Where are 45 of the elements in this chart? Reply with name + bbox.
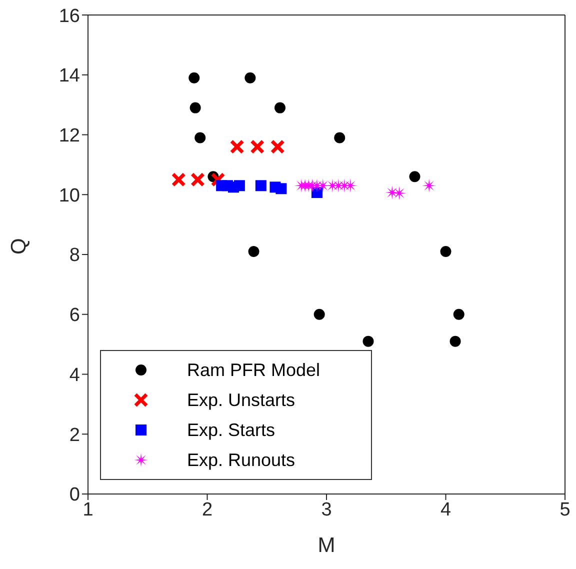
point [314, 308, 325, 320]
legend-label: Exp. Starts [187, 420, 276, 440]
point [409, 171, 420, 182]
point [244, 72, 256, 84]
point [276, 183, 287, 194]
y-tick-label: 6 [69, 305, 80, 326]
point [190, 102, 201, 114]
legend-label: Exp. Unstarts [187, 390, 296, 410]
y-tick-label: 16 [58, 6, 80, 27]
point [210, 172, 226, 187]
y-tick-label: 14 [58, 66, 80, 87]
x-tick-label: 5 [560, 499, 570, 520]
point [171, 172, 186, 187]
point [255, 180, 266, 192]
point [250, 139, 265, 154]
point [440, 246, 452, 258]
x-axis-title: M [318, 534, 336, 557]
legend-label: Exp. Runouts [187, 450, 296, 470]
point [188, 72, 200, 84]
point [422, 178, 436, 193]
point [190, 172, 205, 187]
point [453, 308, 464, 320]
x-tick-label: 1 [82, 499, 94, 520]
point [392, 186, 406, 200]
y-tick-label: 0 [69, 484, 80, 506]
x-tick-label: 2 [202, 499, 213, 520]
point [362, 336, 374, 347]
y-tick-label: 12 [58, 125, 80, 146]
x-tick-label: 3 [321, 499, 332, 520]
x-tick-label: 4 [440, 499, 452, 520]
y-axis-title: Q [7, 238, 30, 254]
point [248, 246, 260, 258]
point [450, 336, 461, 347]
y-tick-label: 10 [58, 185, 80, 206]
legend-label: Ram PFR Model [187, 360, 320, 380]
point [230, 139, 244, 154]
y-tick-label: 8 [69, 245, 80, 266]
point [194, 132, 206, 144]
point [385, 186, 400, 200]
y-tick-label: 2 [69, 424, 80, 446]
point [334, 132, 346, 144]
point [234, 180, 245, 192]
point [270, 139, 285, 154]
y-tick-label: 4 [69, 364, 80, 386]
point [274, 102, 286, 114]
